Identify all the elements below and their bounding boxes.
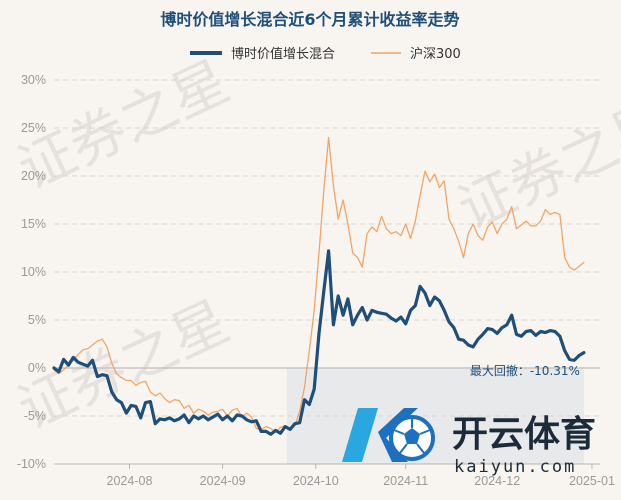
y-tick-label: 20% — [21, 169, 46, 183]
logo-name: 开云体育 — [452, 414, 596, 455]
x-tick-label: 2024-08 — [107, 474, 153, 488]
y-tick-label: 25% — [21, 121, 46, 135]
logo-url: kaiyun.com — [454, 457, 576, 477]
max-drawdown-label: 最大回撤：-10.31% — [470, 363, 580, 378]
x-tick-label: 2024-10 — [293, 474, 339, 488]
series-line-fund — [52, 249, 586, 436]
y-tick-label: -10% — [17, 457, 46, 471]
y-tick-label: 10% — [21, 265, 46, 279]
y-tick-label: 15% — [21, 217, 46, 231]
x-tick-label: 2024-12 — [474, 474, 520, 488]
drawdown-area — [286, 368, 584, 464]
y-tick-label: 5% — [28, 313, 46, 327]
series-line-index — [53, 136, 585, 433]
y-tick-label: -5% — [24, 409, 46, 423]
legend: 博时价值增长混合 沪深300 — [190, 46, 461, 62]
plot-area: 30% 25% 20% 15% 10% 5% 0% -5% -10% 2024-08 2024-09… — [17, 73, 615, 488]
y-tick-label: 30% — [21, 73, 46, 87]
legend-label-fund: 博时价值增长混合 — [231, 46, 335, 62]
legend-label-index: 沪深300 — [410, 46, 461, 62]
kaiyun-logo: 开云体育 kaiyun.com — [342, 408, 596, 477]
chart-title: 博时价值增长混合近6个月累计收益率走势 — [160, 10, 459, 29]
logo-mark-icon — [342, 408, 435, 462]
x-tick-label: 2024-11 — [383, 474, 428, 488]
y-tick-label: 0% — [28, 361, 46, 375]
watermark-text-3: 证券之星 — [448, 89, 621, 243]
x-tick-label: 2025-01 — [569, 474, 615, 488]
x-tick-label: 2024-09 — [200, 474, 246, 488]
